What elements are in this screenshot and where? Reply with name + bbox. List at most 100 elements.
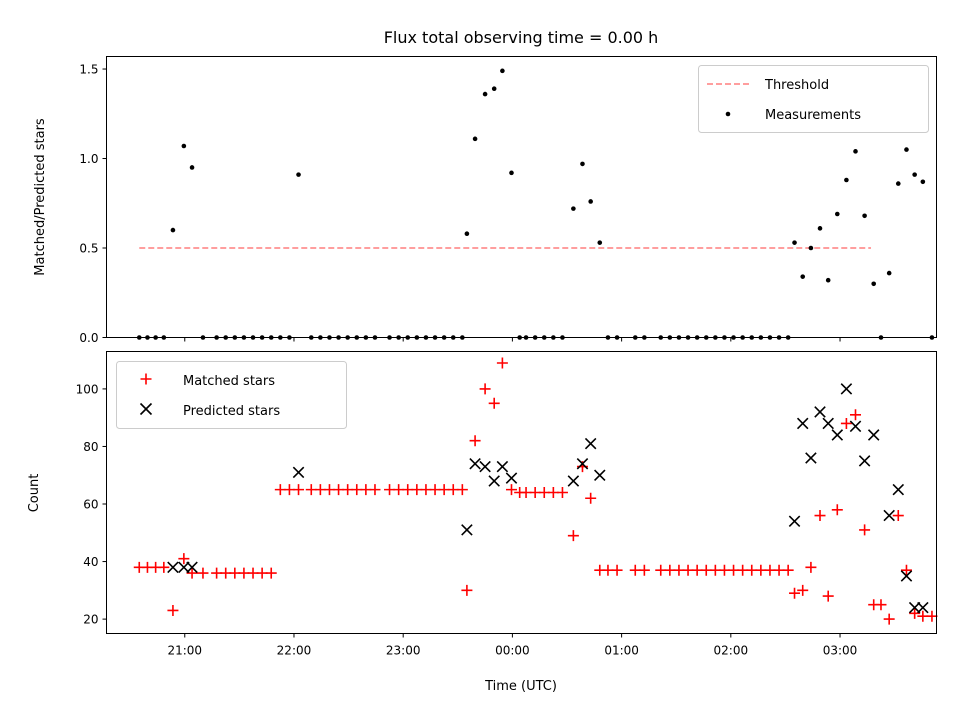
predicted-star-point [867, 429, 880, 441]
measurement-point [912, 172, 917, 177]
legend-matched-label: Matched stars [183, 374, 275, 389]
predicted-star-point [805, 452, 817, 464]
measurement-point [472, 136, 478, 142]
top-axes-frame [106, 56, 937, 338]
bottom-y-axis: 20 40 60 80 100 [76, 382, 107, 627]
predicted-star-point [167, 561, 179, 574]
matched-star-point [186, 567, 198, 579]
matched-star-point [611, 564, 623, 576]
predicted-star-point [576, 457, 589, 470]
top-legend-box [698, 65, 929, 133]
measurement-point [835, 211, 840, 217]
matched-star-point [265, 567, 277, 579]
matched-star-point [875, 599, 887, 611]
predicted-star-point [594, 469, 606, 482]
matched-star-point [638, 564, 650, 576]
matched-star-point [178, 553, 190, 565]
top-x-axis [184, 337, 841, 342]
top-y-axis-label: Matched/Predicted stars [33, 118, 48, 276]
matched-star-point [488, 397, 500, 409]
top-ytick-label: 1.0 [79, 152, 98, 166]
predicted-star-point [788, 515, 801, 528]
matched-star-point [197, 567, 209, 579]
matched-star-point [479, 383, 491, 395]
xtick-label: 03:00 [823, 644, 858, 658]
measurement-point [482, 91, 488, 97]
predicted-star-point [892, 483, 905, 496]
matched-star-point [909, 607, 921, 619]
matched-star-point [469, 435, 481, 447]
measurement-point [853, 149, 858, 154]
measurement-point [920, 179, 926, 185]
measurement-point [509, 170, 514, 176]
matched-star-point [158, 561, 170, 573]
predicted-star-point [831, 429, 844, 441]
matched-star-point [822, 590, 834, 602]
top-plot-area [136, 68, 935, 340]
legend-predicted-label: Predicted stars [183, 404, 280, 419]
measurement-point [817, 226, 823, 231]
measurement-point [844, 177, 849, 183]
predicted-star-point [883, 509, 895, 522]
measurement-point [886, 270, 892, 276]
measurement-point [800, 274, 806, 279]
bottom-ytick-label: 40 [83, 555, 98, 569]
top-ytick-label: 0.5 [79, 242, 98, 256]
matched-star-point [293, 484, 305, 496]
measurement-point [808, 245, 814, 251]
measurement-point [170, 227, 176, 233]
matched-star-point [789, 587, 801, 599]
bottom-legend: Matched stars Predicted stars [116, 361, 347, 429]
bottom-axes-frame [106, 351, 937, 634]
predicted-star-point [479, 460, 491, 473]
measurement-point [464, 231, 470, 236]
measurement-point [588, 199, 593, 204]
predicted-star-point [900, 570, 913, 582]
predicted-star-point [908, 601, 921, 614]
measurement-point [181, 143, 187, 149]
xtick-label: 22:00 [277, 644, 312, 658]
matched-star-point [797, 584, 809, 596]
predicted-star-point [488, 475, 500, 487]
matched-star-point [585, 492, 597, 504]
bottom-ytick-label: 80 [83, 440, 98, 454]
measurement-point [825, 277, 831, 283]
matched-star-point [900, 564, 912, 576]
measurement-point [500, 68, 505, 74]
legend-predicted-swatch [139, 402, 153, 416]
matched-star-point [926, 610, 938, 622]
measurement-point [862, 213, 867, 219]
matched-star-point [369, 484, 381, 496]
matched-star-point [831, 504, 843, 516]
x-axis-label: Time (UTC) [484, 679, 557, 694]
measurement-point [597, 240, 603, 245]
bottom-x-axis: 21:00 22:00 23:00 00:00 01:00 02:00 03:00 [167, 633, 858, 658]
measurement-point [571, 206, 576, 211]
matched-star-point [167, 604, 179, 616]
xtick-label: 00:00 [495, 644, 530, 658]
predicted-star-point [822, 417, 834, 430]
bottom-ytick-label: 60 [83, 498, 98, 512]
matched-star-point [556, 487, 568, 498]
matched-star-point [567, 530, 579, 542]
xtick-label: 21:00 [167, 644, 202, 658]
xtick-label: 01:00 [604, 644, 639, 658]
measurement-point [189, 165, 195, 170]
top-panel: 0.0 0.5 1.0 1.5 Matched/Predicted stars Thr… [33, 56, 937, 345]
predicted-star-point [567, 475, 580, 487]
matched-star-point [505, 484, 517, 496]
measurement-point [792, 240, 797, 245]
predicted-star-point [840, 383, 853, 395]
bottom-legend-box [116, 361, 347, 429]
matched-star-point [782, 564, 794, 576]
predicted-star-point [505, 472, 518, 484]
bottom-ytick-label: 20 [83, 613, 98, 627]
matched-star-point [805, 561, 817, 573]
bottom-y-axis-label: Count [27, 474, 42, 513]
matched-star-point [850, 409, 862, 421]
matched-star-point [814, 510, 826, 522]
xtick-label: 02:00 [714, 644, 749, 658]
bottom-panel: 20 40 60 80 100 21:00 22:00 23:00 00:00 01:00 02:… [27, 351, 938, 694]
predicted-star-point [858, 455, 871, 467]
measurement-point [296, 172, 301, 177]
